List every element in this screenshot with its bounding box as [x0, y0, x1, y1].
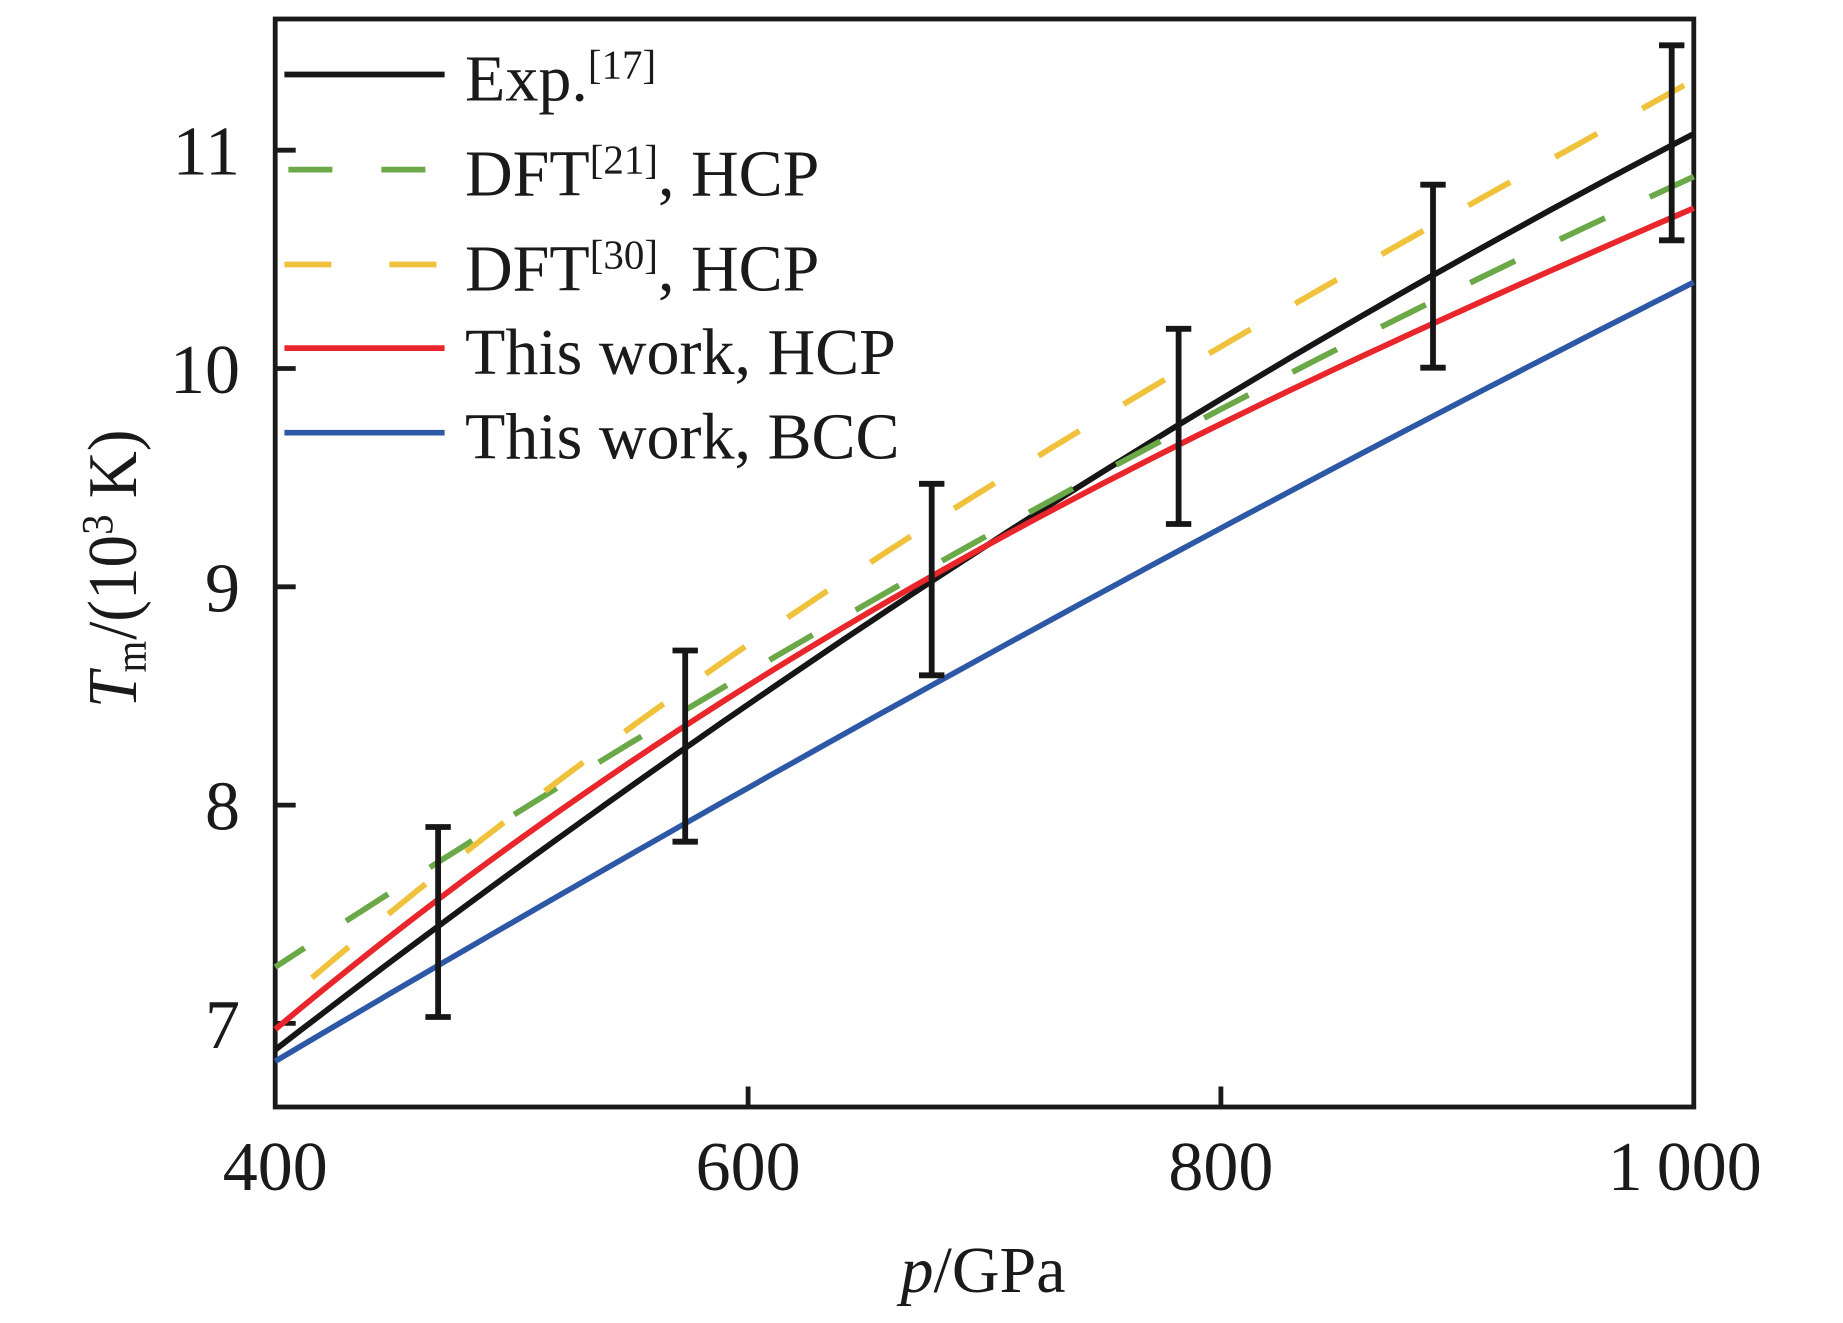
svg-text:/(10: /(10 [74, 535, 152, 640]
svg-text:800: 800 [1168, 1129, 1273, 1206]
svg-text:7: 7 [205, 987, 240, 1064]
svg-text:3: 3 [74, 514, 123, 534]
svg-text:m: m [108, 641, 157, 673]
svg-text:K): K) [74, 430, 152, 499]
svg-text:DFT[21], HCP: DFT[21], HCP [465, 137, 819, 211]
svg-text:T: T [74, 668, 152, 708]
svg-text:600: 600 [696, 1129, 801, 1206]
svg-text:10: 10 [170, 332, 240, 409]
svg-text:This work, BCC: This work, BCC [465, 401, 900, 474]
svg-text:8: 8 [205, 769, 240, 846]
svg-text:This work, HCP: This work, HCP [465, 316, 896, 389]
svg-text:400: 400 [223, 1129, 328, 1206]
svg-text:1 000: 1 000 [1608, 1129, 1762, 1206]
svg-text:9: 9 [205, 550, 240, 627]
svg-text:p/GPa: p/GPa [897, 1234, 1066, 1307]
svg-text:11: 11 [173, 114, 240, 191]
